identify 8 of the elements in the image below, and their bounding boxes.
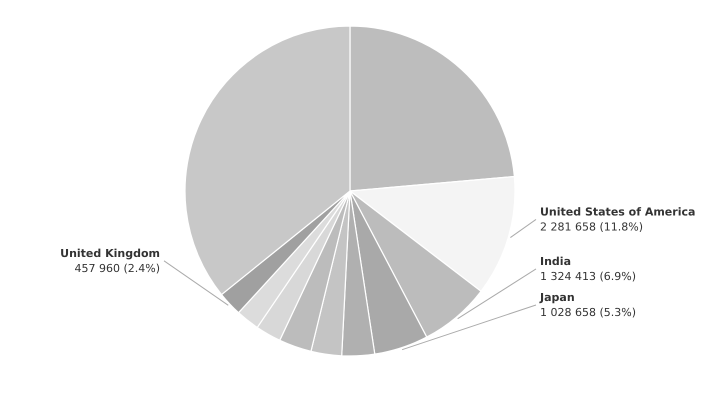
data-label: 1 324 413 (6.9%) [540, 270, 636, 283]
slice-label: United Kingdom [60, 246, 160, 260]
data-label: 457 960 (2.4%) [74, 262, 160, 275]
slice-label: India [540, 254, 571, 268]
slice-label: Japan [539, 290, 575, 304]
data-label: 1 028 658 (5.3%) [540, 306, 636, 319]
slice-label: United States of America [540, 205, 696, 218]
data-label: 2 281 658 (11.8%) [540, 220, 644, 234]
